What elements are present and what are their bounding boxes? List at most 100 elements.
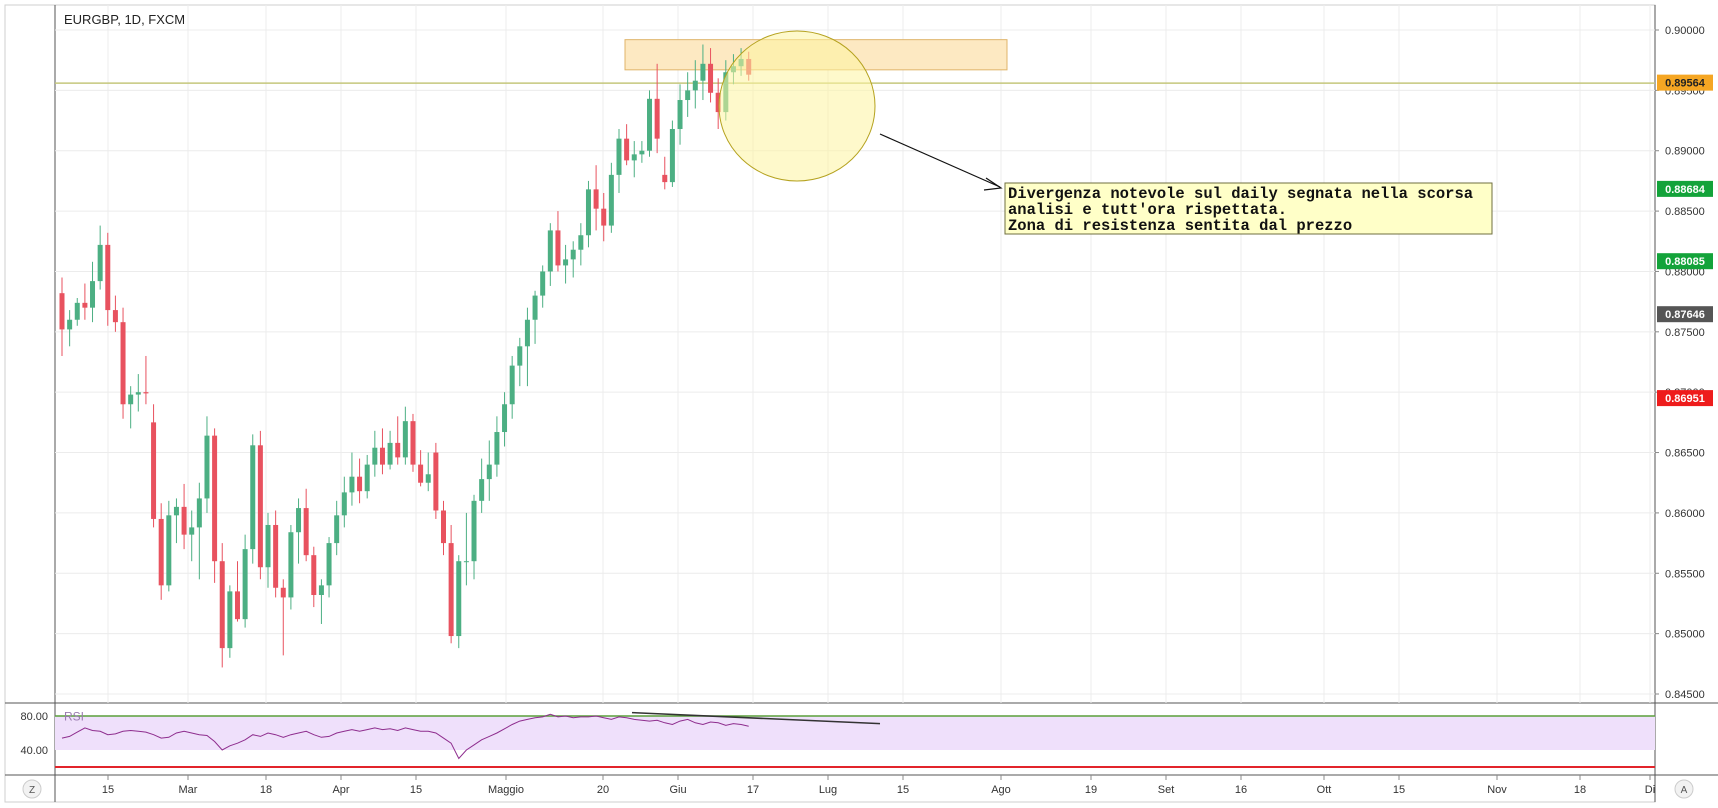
annotation-note[interactable]: Divergenza notevole sul daily segnata ne… <box>1004 182 1493 235</box>
candle-body <box>265 524 271 568</box>
x-tick-label: 16 <box>1235 784 1247 796</box>
candle-body <box>624 138 630 161</box>
candle-body <box>250 445 256 550</box>
candle-body <box>74 302 80 320</box>
price-badge <box>1657 253 1713 270</box>
candle-body <box>326 543 332 586</box>
x-tick-label: Lug <box>819 784 837 796</box>
candle-body <box>593 189 599 209</box>
price-badge-label: 0.89564 <box>1665 78 1706 90</box>
candle-body <box>608 174 614 226</box>
candle-body <box>242 549 248 620</box>
x-tick-label: Set <box>1158 784 1175 796</box>
candle-body <box>517 346 523 366</box>
rsi-y-tick-label: 40.00 <box>20 745 48 757</box>
x-tick-label: Maggio <box>488 784 524 796</box>
candle-body <box>410 421 416 465</box>
rsi-band <box>55 716 1655 750</box>
x-tick-label: 15 <box>897 784 909 796</box>
candle-body <box>67 319 73 330</box>
arrow-shaft[interactable] <box>879 133 1001 188</box>
rsi-divergence-line[interactable] <box>631 711 881 725</box>
chart-title: EURGBP, 1D, FXCM <box>64 12 185 27</box>
arrow-head-icon <box>983 177 1003 191</box>
zoom-button-bg[interactable] <box>22 779 42 799</box>
candle-body <box>303 508 309 556</box>
candle-body <box>372 447 378 465</box>
candle-body <box>120 322 126 405</box>
candle-body <box>143 392 149 394</box>
y-tick-label: 0.84500 <box>1665 689 1705 701</box>
price-badge <box>1657 74 1713 91</box>
annotation-line-3: Zona di resistenza sentita dal prezzo <box>1008 217 1352 235</box>
candle-body <box>59 293 65 330</box>
candle-body <box>219 561 225 649</box>
rsi-pane: RSI 80.00 40.00 <box>20 709 1655 768</box>
candle-body <box>639 150 645 155</box>
zoom-button[interactable]: Z <box>22 779 42 799</box>
y-tick-label: 0.89000 <box>1665 146 1705 158</box>
x-tick-label: Nov <box>1487 784 1507 796</box>
candle-body <box>105 244 111 311</box>
candle-body <box>273 524 279 588</box>
annotation-arrow[interactable] <box>879 133 1003 191</box>
candle-body <box>494 432 500 465</box>
annotation-line-2: analisi e tutt'ora rispettata. <box>1008 201 1287 219</box>
candle-body <box>227 591 233 649</box>
price-badges: 0.89564 0.88684 0.88085 0.87646 0.86951 <box>1657 74 1713 407</box>
x-tick-label: 18 <box>260 784 272 796</box>
candle-body <box>128 394 134 405</box>
candle-body <box>585 189 591 236</box>
candle-body <box>357 476 363 492</box>
x-tick-label: 15 <box>102 784 114 796</box>
candle-body <box>82 302 88 308</box>
candle-body <box>97 244 103 282</box>
candle-body <box>654 98 660 139</box>
rsi-line <box>61 713 749 760</box>
candle-body <box>692 80 698 91</box>
candle-body <box>151 422 157 519</box>
x-tick-label: Mar <box>179 784 198 796</box>
candle-body <box>524 319 530 347</box>
candle-body <box>425 474 431 483</box>
candle-body <box>631 154 637 161</box>
x-tick-label: Giu <box>669 784 686 796</box>
annotation-line-1: Divergenza notevole sul daily segnata ne… <box>1008 185 1473 203</box>
x-tick-label: 19 <box>1085 784 1097 796</box>
candle-body <box>280 587 286 598</box>
candle-body <box>616 138 622 175</box>
price-badge <box>1657 180 1713 197</box>
x-tick-label: Ago <box>991 784 1011 796</box>
candle-body <box>181 506 187 535</box>
price-badge-label: 0.86951 <box>1665 393 1705 405</box>
x-tick-label: 20 <box>597 784 609 796</box>
candle-body <box>433 452 439 511</box>
candle-body <box>257 445 263 568</box>
price-badge-label: 0.88085 <box>1665 256 1705 268</box>
y-tick-label: 0.85000 <box>1665 629 1705 641</box>
candle-body <box>166 515 172 586</box>
highlight-ellipse[interactable] <box>718 30 876 182</box>
candle-body <box>448 543 454 637</box>
candle-body <box>547 230 553 272</box>
auto-scale-button-bg[interactable] <box>1674 779 1694 799</box>
candle-body <box>212 435 218 562</box>
ellipse-layer <box>718 30 876 182</box>
candle-body <box>90 281 96 308</box>
x-tick-label: 15 <box>1393 784 1405 796</box>
x-tick-label: Ott <box>1317 784 1332 796</box>
candle-body <box>395 442 401 458</box>
zoom-button-label: Z <box>29 785 35 796</box>
y-tick-label: 0.88500 <box>1665 206 1705 218</box>
auto-scale-button[interactable]: A <box>1674 779 1694 799</box>
auto-scale-button-label: A <box>1681 785 1688 796</box>
annotation-box[interactable] <box>1004 182 1493 235</box>
y-tick-label: 0.86000 <box>1665 508 1705 520</box>
x-tick-label: 18 <box>1574 784 1586 796</box>
price-axis-ticks: 0.900000.895000.890000.885000.880000.875… <box>1655 25 1705 701</box>
candle-body <box>532 295 538 320</box>
candle-body <box>578 235 584 250</box>
candle-body <box>677 100 683 129</box>
candle-body <box>471 500 477 562</box>
candle-body <box>486 464 492 480</box>
